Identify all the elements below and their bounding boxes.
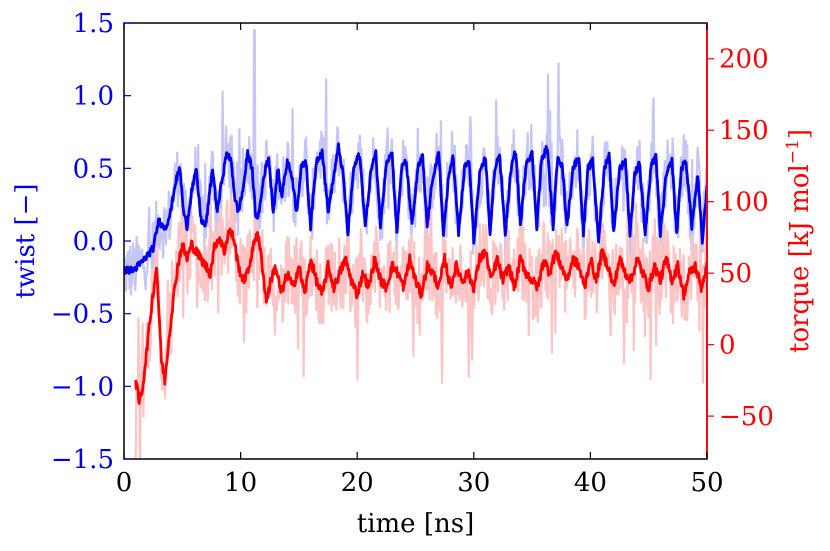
- x-axis-title: time [ns]: [357, 509, 474, 539]
- x-tick-label: 0: [116, 468, 133, 498]
- right-y-tick-label: 150: [719, 116, 769, 146]
- x-tick-label: 20: [341, 468, 374, 498]
- right-y-axis-title-superscript: −1: [783, 139, 803, 164]
- left-y-tick-label: −1.5: [51, 445, 114, 475]
- right-y-tick-label: 50: [719, 259, 752, 289]
- axis-ticks-layer: 0 10 20 30 40 50 −1.5 −1.0 −0.5 0.0 0.5 1.0 1.5 −50 0 5…: [51, 9, 774, 498]
- twist-smoothed-line: [124, 142, 707, 275]
- left-y-tick-label: 1.0: [73, 82, 114, 112]
- right-y-axis-title-close: ]: [785, 129, 815, 139]
- smoothed-series-layer: [124, 142, 707, 405]
- right-y-tick-label: 100: [719, 188, 769, 218]
- left-y-tick-label: 0.0: [73, 227, 114, 257]
- left-y-tick-label: −1.0: [51, 372, 114, 402]
- x-tick-label: 30: [457, 468, 490, 498]
- torque-smoothed-line: [134, 227, 707, 405]
- left-y-tick-label: −0.5: [51, 300, 114, 330]
- left-y-tick-label: 0.5: [73, 154, 114, 184]
- x-tick-label: 40: [574, 468, 607, 498]
- left-y-axis-title: twist [−]: [11, 183, 41, 298]
- torque-raw-line: [134, 189, 707, 459]
- right-y-tick-label: 200: [719, 45, 769, 75]
- x-tick-label: 10: [224, 468, 257, 498]
- left-y-tick-label: 1.5: [73, 9, 114, 39]
- x-tick-label: 50: [690, 468, 723, 498]
- right-y-tick-label: −50: [719, 402, 774, 432]
- right-y-axis-title: torque [kJ mol−1]: [783, 129, 815, 353]
- right-y-tick-label: 0: [719, 331, 736, 361]
- right-y-axis-title-main: torque [kJ mol: [785, 164, 815, 353]
